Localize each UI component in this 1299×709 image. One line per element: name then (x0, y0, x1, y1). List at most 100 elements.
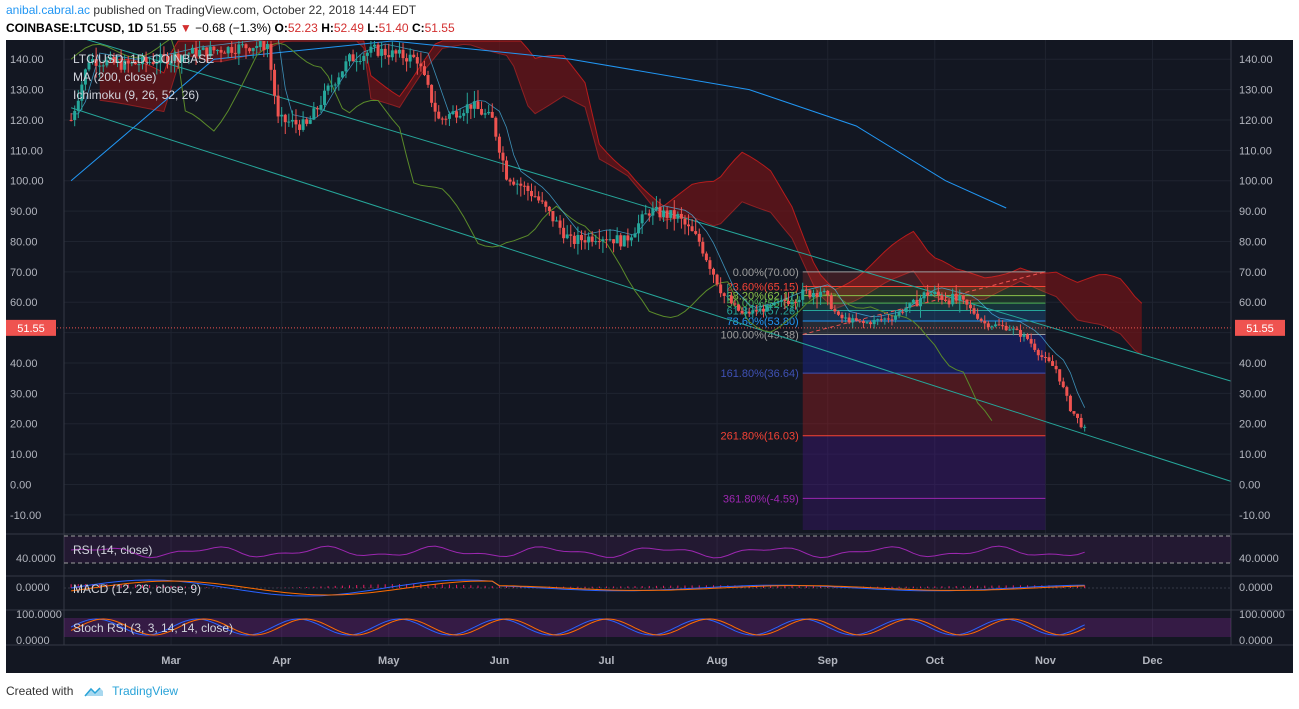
candle-body (726, 295, 730, 297)
candle-body (208, 46, 212, 57)
candle-body (890, 319, 894, 321)
candle (83, 68, 87, 91)
candle-body (365, 52, 369, 56)
candle-body (1022, 334, 1026, 337)
candle (933, 285, 937, 298)
candle (141, 53, 145, 70)
candle (447, 111, 451, 127)
candle (205, 47, 209, 63)
tradingview-link[interactable]: TradingView (112, 684, 179, 698)
candle-body (954, 293, 958, 301)
candle (326, 83, 330, 95)
candle-body (651, 208, 655, 216)
candle-body (1015, 328, 1019, 330)
candle-body (604, 239, 608, 241)
candle (1033, 339, 1037, 353)
candle-body (155, 63, 159, 65)
candle (494, 116, 498, 141)
candle (230, 41, 234, 58)
candle (551, 210, 555, 227)
candle-body (619, 235, 623, 247)
candle-body (933, 291, 937, 295)
candle (476, 90, 480, 110)
candle (915, 290, 919, 307)
candle-body (301, 119, 305, 130)
candle-body (141, 56, 145, 65)
candle-body (679, 213, 683, 219)
candle-body (940, 295, 944, 300)
candle (526, 182, 530, 201)
candle (894, 310, 898, 323)
candle-body (965, 299, 969, 305)
candle-body (501, 152, 505, 161)
candle-body (116, 60, 120, 63)
candle (601, 236, 605, 253)
x-tick-label: Jun (490, 655, 510, 667)
x-tick-label: Nov (1035, 655, 1057, 667)
candle-body (508, 179, 512, 182)
candle (522, 181, 526, 195)
author-link[interactable]: anibal.cabral.ac (6, 3, 91, 17)
candle-body (729, 295, 733, 304)
candle-body (858, 320, 862, 322)
candle-body (1001, 325, 1005, 327)
candle-body (290, 119, 294, 122)
y-tick-label-right: 140.00 (1239, 54, 1273, 66)
candle (294, 109, 298, 134)
candle-body (901, 311, 905, 313)
candle (1072, 411, 1076, 416)
candle-body (719, 284, 723, 294)
candle-body (455, 111, 459, 118)
candle-body (744, 311, 748, 314)
candle-body (558, 220, 562, 228)
candle (1011, 325, 1015, 336)
candle-body (205, 47, 209, 57)
fib-zone (802, 334, 1046, 374)
candle (497, 133, 501, 159)
candle-body (833, 309, 837, 312)
candle-body (476, 101, 480, 109)
x-tick-label: Sep (818, 655, 838, 667)
candle (269, 40, 273, 81)
candle (1054, 360, 1058, 374)
candle (979, 317, 983, 323)
candle-body (654, 206, 658, 209)
candle-body (583, 240, 587, 243)
candle (733, 300, 737, 307)
candle (223, 50, 227, 54)
price-chart[interactable]: 0.00%(70.00)23.60%(65.15)38.20%(62.17)50… (6, 40, 1293, 673)
candle (729, 291, 733, 305)
candle (958, 289, 962, 313)
candle-body (829, 295, 833, 310)
candle (162, 46, 166, 63)
candle (712, 267, 716, 283)
candle (690, 219, 694, 232)
y-tick-label-right: 100.00 (1239, 176, 1273, 188)
candle-body (1029, 338, 1033, 344)
candle (301, 111, 305, 132)
candle (590, 231, 594, 247)
last-price-tag-right-label: 51.55 (1246, 323, 1274, 335)
candle-body (801, 289, 805, 300)
candle-body (344, 61, 348, 72)
candle (883, 317, 887, 325)
candle (469, 104, 473, 120)
candle (444, 115, 448, 126)
candle (265, 40, 269, 58)
candle (1029, 333, 1033, 348)
candle (872, 315, 876, 329)
candle-body (112, 56, 116, 63)
candle (822, 288, 826, 294)
publish-header: anibal.cabral.ac published on TradingVie… (6, 3, 416, 17)
candle-body (587, 236, 591, 243)
candle (180, 54, 184, 74)
x-tick-label: Dec (1142, 655, 1162, 667)
candle (344, 55, 348, 79)
candle (562, 218, 566, 244)
candle-body (255, 45, 259, 49)
candle-body (230, 47, 234, 53)
candle (665, 206, 669, 230)
fib-zone (802, 373, 1046, 436)
candle (165, 52, 169, 69)
candle (369, 40, 373, 58)
